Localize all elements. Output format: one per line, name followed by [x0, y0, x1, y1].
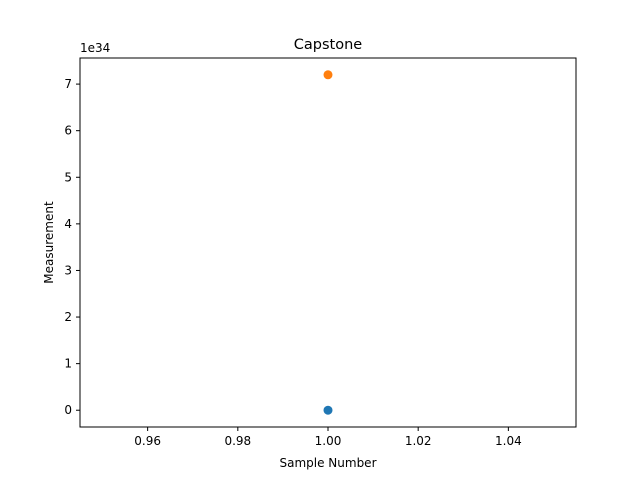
chart-title: Capstone [294, 37, 363, 53]
x-tick-label: 1.02 [405, 434, 432, 448]
y-offset-text: 1e34 [80, 41, 110, 55]
y-axis-label: Measurement [42, 201, 56, 284]
y-tick-label: 6 [64, 124, 72, 138]
y-tick-label: 5 [64, 170, 72, 184]
x-tick-label: 1.00 [315, 434, 342, 448]
y-tick-label: 0 [64, 403, 72, 417]
x-axis-label: Sample Number [279, 456, 376, 470]
y-tick-label: 4 [64, 217, 72, 231]
x-tick-label: 0.98 [224, 434, 251, 448]
scatter-point-series-2 [323, 70, 333, 80]
x-tick-label: 0.96 [134, 434, 161, 448]
x-tick-label: 1.04 [495, 434, 522, 448]
y-tick-label: 1 [64, 357, 72, 371]
chart-marks [323, 70, 333, 415]
scatter-point-series-1 [323, 405, 333, 415]
x-axis: 0.96 0.98 1.00 1.02 1.04 [134, 427, 522, 448]
y-axis: 0 1 2 3 4 5 6 7 [64, 77, 80, 417]
y-tick-label: 2 [64, 310, 72, 324]
y-tick-label: 3 [64, 263, 72, 277]
y-tick-label: 7 [64, 77, 72, 91]
